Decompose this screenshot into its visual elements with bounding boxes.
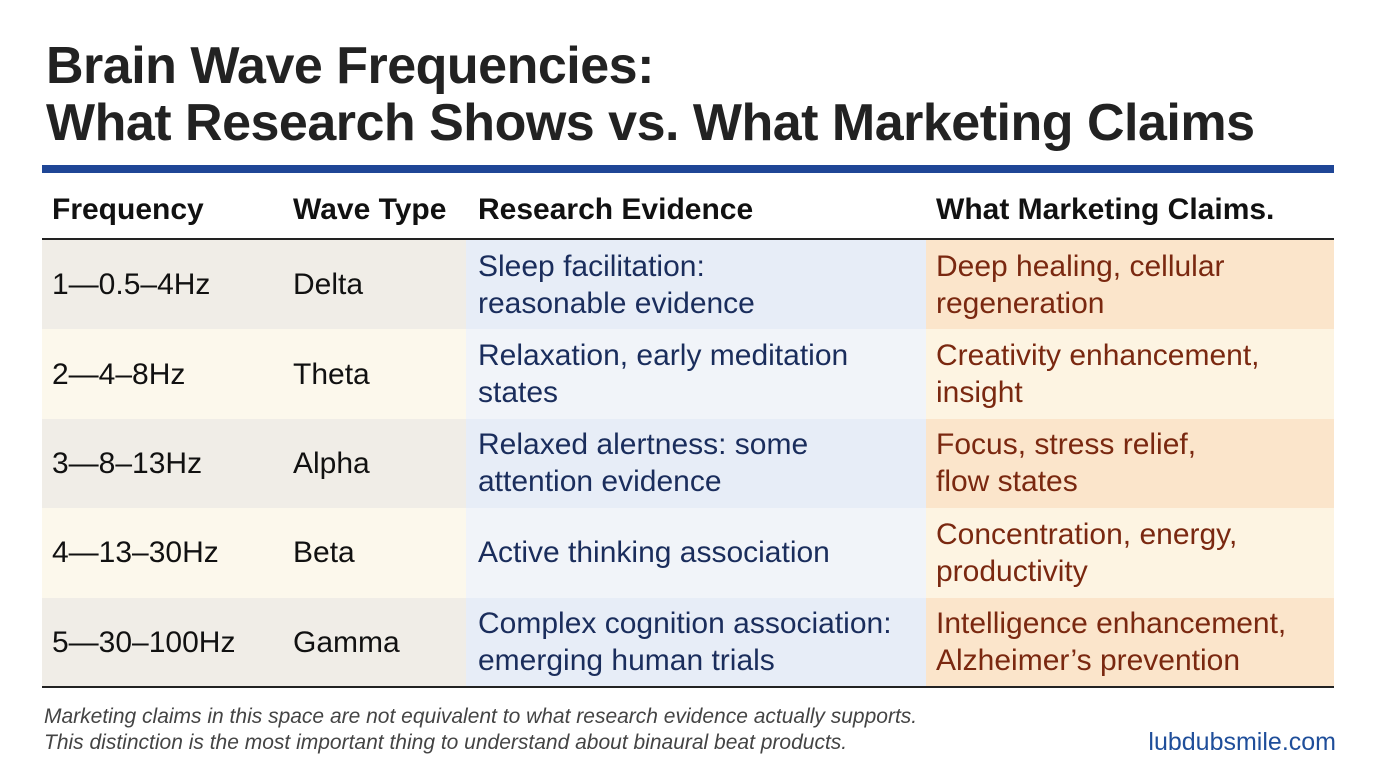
cell-text: Theta bbox=[293, 357, 370, 391]
column-header: Research Evidence bbox=[478, 193, 754, 226]
cell-background bbox=[466, 597, 926, 687]
cell-text: Creativity enhancement, bbox=[936, 339, 1260, 373]
cell-text: Sleep facilitation: bbox=[478, 249, 705, 283]
cell-background bbox=[926, 508, 1334, 598]
cell-text: 2—4–8Hz bbox=[52, 357, 186, 391]
cell-text: 1—0.5–4Hz bbox=[52, 268, 211, 302]
cell-text: Active thinking association bbox=[478, 536, 830, 570]
cell-text: emerging human trials bbox=[478, 644, 775, 678]
table-cell: Relaxed alertness: some attention evidenc… bbox=[478, 419, 808, 508]
table-cell: Concentration, energy, productivity bbox=[936, 508, 1237, 597]
table-cell: Gamma bbox=[293, 598, 400, 687]
table-cell: Creativity enhancement, insight bbox=[936, 329, 1260, 418]
footnote: This distinction is the most important t… bbox=[44, 731, 848, 754]
cell-text: attention evidence bbox=[478, 465, 722, 499]
cell-text: Concentration, energy, bbox=[936, 517, 1238, 551]
cell-text: insight bbox=[936, 376, 1023, 410]
cell-background bbox=[926, 418, 1334, 509]
cell-background bbox=[466, 508, 926, 598]
title-line: Brain Wave Frequencies: bbox=[46, 37, 654, 95]
cell-text: 3—8–13Hz bbox=[52, 446, 203, 480]
column-header: Frequency bbox=[52, 193, 204, 226]
title-line: What Research Shows vs. What Marketing C… bbox=[46, 94, 1255, 152]
table-cell: 2—4–8Hz bbox=[52, 329, 185, 418]
cell-text: Intelligence enhancement, bbox=[936, 607, 1287, 641]
table-cell: Beta bbox=[293, 508, 355, 597]
cell-background bbox=[42, 329, 466, 419]
table-cell: Theta bbox=[293, 329, 370, 418]
cell-text: regeneration bbox=[936, 286, 1105, 320]
table-cell: Intelligence enhancement, Alzheimer’s pre… bbox=[936, 598, 1286, 687]
table-cell: 4—13–30Hz bbox=[52, 508, 219, 597]
table-bottom-rule bbox=[42, 686, 1334, 688]
footnote: Marketing claims in this space are not e… bbox=[44, 705, 918, 728]
cell-background bbox=[466, 329, 926, 419]
cell-text: Focus, stress relief, bbox=[936, 428, 1197, 462]
table-cell: Relaxation, early meditation states bbox=[478, 329, 848, 418]
cell-background bbox=[926, 597, 1334, 687]
table-cell: Focus, stress relief, flow states bbox=[936, 419, 1196, 508]
cell-background bbox=[926, 329, 1334, 419]
table-cell: 3—8–13Hz bbox=[52, 419, 202, 508]
cell-background bbox=[926, 240, 1334, 330]
column-header: What Marketing Claims. bbox=[936, 193, 1275, 226]
cell-text: Alpha bbox=[293, 446, 370, 480]
cell-background bbox=[42, 508, 466, 598]
cell-text: Delta bbox=[293, 268, 364, 302]
cell-background bbox=[42, 240, 466, 330]
cell-text: Relaxation, early meditation bbox=[478, 339, 849, 373]
cell-text: productivity bbox=[936, 554, 1088, 588]
table-cell: Alpha bbox=[293, 419, 370, 508]
table-cell: Complex cognition association: emerging h… bbox=[478, 598, 892, 687]
column-header: Wave Type bbox=[293, 193, 447, 226]
cell-text: Complex cognition association: bbox=[478, 607, 892, 641]
table-cell: Deep healing, cellular regeneration bbox=[936, 240, 1225, 329]
cell-background bbox=[42, 597, 466, 687]
brand: lubdubsmile.com bbox=[1148, 728, 1336, 756]
cell-text: states bbox=[478, 376, 559, 410]
title-rule bbox=[42, 165, 1334, 173]
cell-text: Alzheimer’s prevention bbox=[936, 644, 1241, 678]
cell-text: Relaxed alertness: some bbox=[478, 428, 809, 462]
cell-text: Gamma bbox=[293, 625, 400, 659]
table-cell: Sleep facilitation: reasonable evidence bbox=[478, 240, 755, 329]
cell-text: Beta bbox=[293, 536, 355, 570]
cell-background bbox=[466, 240, 926, 330]
header-rule bbox=[42, 238, 1334, 240]
cell-text: 5—30–100Hz bbox=[52, 625, 236, 659]
cell-text: Deep healing, cellular bbox=[936, 249, 1225, 283]
cell-background bbox=[466, 418, 926, 509]
cell-background bbox=[42, 418, 466, 509]
cell-text: reasonable evidence bbox=[478, 286, 755, 320]
table-cell: 5—30–100Hz bbox=[52, 598, 235, 687]
table-cell: Delta bbox=[293, 240, 363, 329]
table-cell: 1—0.5–4Hz bbox=[52, 240, 210, 329]
cell-text: 4—13–30Hz bbox=[52, 536, 219, 570]
table-cell: Active thinking association bbox=[478, 508, 830, 597]
cell-text: flow states bbox=[936, 465, 1078, 499]
